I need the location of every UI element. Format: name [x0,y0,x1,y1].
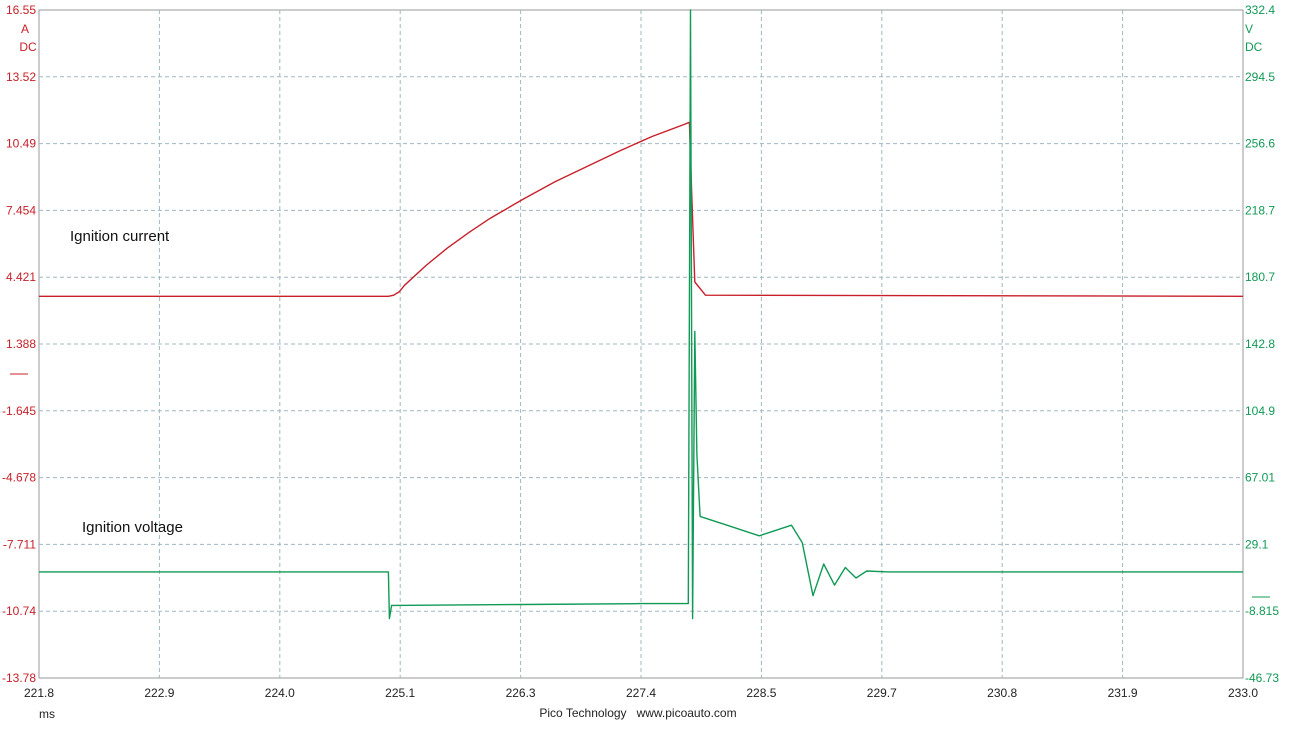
x-tick-label: 225.1 [385,686,415,700]
right-tick-label: -8.815 [1245,604,1279,618]
x-tick-label: 230.8 [987,686,1017,700]
left-tick-label: -10.74 [2,604,36,618]
right-tick-label: 29.1 [1245,537,1269,551]
right-tick-label: 294.5 [1245,70,1275,84]
left-tick-label: -1.645 [2,404,36,418]
left-tick-label: 10.49 [6,137,36,151]
series-layer [39,9,1244,620]
right-tick-label: 67.01 [1245,471,1275,485]
left-tick-label: 13.52 [6,70,36,84]
left-tick-label: -4.678 [2,471,36,485]
left-tick-label: 4.421 [6,270,36,284]
x-tick-label: 231.9 [1108,686,1138,700]
right-tick-label: 142.8 [1245,337,1275,351]
x-axis: ms 221.8 222.9 224.0 225.1 226.3 227.4 228.5 22… [24,686,1258,721]
x-tick-label: 224.0 [265,686,295,700]
footer-credit: Pico Technology www.picoauto.com [539,706,736,720]
x-tick-label: 222.9 [144,686,174,700]
left-tick-label: -13.78 [2,671,36,685]
right-tick-label: 180.7 [1245,270,1275,284]
x-tick-label: 233.0 [1228,686,1258,700]
right-tick-label: 218.7 [1245,203,1275,217]
x-tick-label: 228.5 [746,686,776,700]
left-coupling-label: DC [19,40,37,54]
right-axis: V DC 332.4 294.5 256.6 218.7 180.7 142.8 104.9… [1245,3,1279,685]
ignition-voltage-trace [39,9,1243,620]
x-unit-label: ms [39,707,55,721]
right-tick-label: 104.9 [1245,404,1275,418]
grid [39,10,1243,678]
right-tick-label: 332.4 [1245,3,1275,17]
x-tick-label: 226.3 [506,686,536,700]
left-tick-label: 1.388 [6,337,36,351]
left-tick-label: 7.454 [6,203,36,217]
left-tick-label: 16.55 [6,3,36,17]
series-label-current: Ignition current [70,228,170,245]
series-label-voltage: Ignition voltage [82,519,183,536]
left-unit-label: A [21,22,29,36]
x-tick-label: 229.7 [867,686,897,700]
right-tick-label: 256.6 [1245,137,1275,151]
right-coupling-label: DC [1245,40,1263,54]
left-axis: A DC 16.55 13.52 10.49 7.454 4.421 1.388 -1.64… [2,3,37,685]
x-tick-label: 221.8 [24,686,54,700]
left-tick-label: -7.711 [3,537,36,551]
x-tick-label: 227.4 [626,686,656,700]
right-tick-label: -46.73 [1245,671,1279,685]
right-unit-label: V [1245,22,1253,36]
